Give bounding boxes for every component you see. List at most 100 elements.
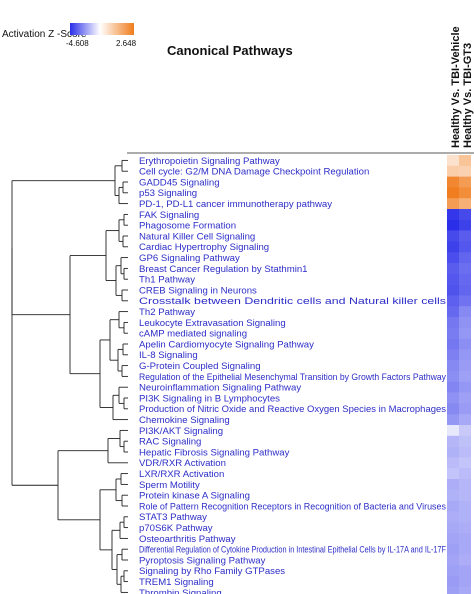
- row-label: Production of Nitric Oxide and Reactive …: [139, 404, 446, 415]
- heatmap-cell: [459, 403, 471, 415]
- heatmap-cell: [447, 403, 459, 415]
- heatmap-cell: [459, 284, 471, 296]
- heatmap-cell: [447, 252, 459, 264]
- heatmap-cell: [447, 219, 459, 231]
- row-label: GADD45 Signaling: [139, 177, 220, 188]
- heatmap-cell: [447, 187, 459, 199]
- heatmap-cell: [447, 198, 459, 210]
- heatmap-cell: [447, 295, 459, 307]
- heatmap-cell: [447, 273, 459, 285]
- heatmap-cell: [459, 414, 471, 426]
- heatmap-cell: [459, 198, 471, 210]
- heatmap-cell: [459, 263, 471, 275]
- heatmap-cell: [447, 317, 459, 329]
- heatmap-cell: [447, 565, 459, 577]
- legend-min-label: -4.608: [66, 39, 89, 48]
- heatmap-cell: [459, 392, 471, 404]
- heatmap-cell: [447, 327, 459, 339]
- row-label: p53 Signaling: [139, 188, 197, 199]
- row-label: Osteoarthritis Pathway: [139, 534, 236, 545]
- row-label: Phagosome Formation: [139, 221, 236, 232]
- row-label: Hepatic Fibrosis Signaling Pathway: [139, 447, 290, 458]
- heatmap-cell: [447, 414, 459, 426]
- legend-gradient-positive: [100, 23, 134, 35]
- heatmap-cell: [447, 230, 459, 242]
- row-label: Leukocyte Extravasation Signaling: [139, 318, 286, 329]
- heatmap-cell: [459, 533, 471, 545]
- heatmap-cell: [447, 500, 459, 512]
- heatmap-cell: [459, 479, 471, 491]
- heatmap-cell: [447, 381, 459, 393]
- row-label: p70S6K Pathway: [139, 523, 213, 534]
- legend-title: Activation Z -Score: [2, 29, 87, 40]
- column-label-tbi-gt3: Healthy Vs. TBI-GT3: [462, 43, 474, 148]
- heatmap-cell: [447, 543, 459, 555]
- heatmap-cell: [459, 381, 471, 393]
- heatmap-cell: [459, 457, 471, 469]
- row-label: LXR/RXR Activation: [139, 469, 224, 480]
- heatmap-cell: [459, 360, 471, 372]
- row-label: TREM1 Signaling: [139, 577, 214, 588]
- heatmap-cell: [459, 587, 471, 594]
- heatmap-cell: [459, 165, 471, 177]
- heatmap-cell: [459, 468, 471, 480]
- chart-title: Canonical Pathways: [167, 43, 293, 58]
- row-label: VDR/RXR Activation: [139, 458, 226, 469]
- heatmap-cell: [447, 522, 459, 534]
- heatmap-cell: [459, 327, 471, 339]
- heatmap-cell: [459, 252, 471, 264]
- heatmap-cell: [459, 500, 471, 512]
- heatmap-cell: [447, 435, 459, 447]
- row-label: Regulation of the Epithelial Mesenchymal…: [139, 372, 446, 383]
- heatmap-cell: [447, 360, 459, 372]
- heatmap-cells: [447, 155, 471, 594]
- heatmap-cell: [459, 565, 471, 577]
- heatmap-cell: [459, 187, 471, 199]
- heatmap-cell: [447, 554, 459, 566]
- row-label: Natural Killer Cell Signaling: [139, 231, 255, 242]
- heatmap-cell: [459, 338, 471, 350]
- row-label: Protein kinase A Signaling: [139, 491, 250, 502]
- heatmap-cell: [459, 425, 471, 437]
- heatmap-cell: [447, 155, 459, 167]
- heatmap-cell: [447, 306, 459, 318]
- heatmap-cell: [459, 489, 471, 501]
- heatmap-cell: [447, 489, 459, 501]
- heatmap-cell: [447, 209, 459, 221]
- heatmap-cell: [459, 273, 471, 285]
- heatmap-cell: [459, 446, 471, 458]
- row-label: Pyroptosis Signaling Pathway: [139, 555, 266, 566]
- heatmap-cell: [447, 533, 459, 545]
- heatmap-cell: [447, 263, 459, 275]
- row-label: FAK Signaling: [139, 210, 199, 221]
- legend-max-label: 2.648: [116, 39, 137, 48]
- heatmap-cell: [459, 230, 471, 242]
- heatmap-cell: [459, 317, 471, 329]
- heatmap-cell: [447, 176, 459, 188]
- heatmap-cell: [459, 371, 471, 383]
- row-dendrogram: [11, 159, 128, 593]
- row-label: Erythropoietin Signaling Pathway: [139, 156, 280, 167]
- heatmap-cell: [447, 511, 459, 523]
- row-label: Role of Pattern Recognition Receptors in…: [139, 501, 446, 512]
- heatmap-cell: [447, 576, 459, 588]
- heatmap-cell: [447, 165, 459, 177]
- heatmap-cell: [447, 241, 459, 253]
- row-label: Neuroinflammation Signaling Pathway: [139, 383, 301, 394]
- row-label: Crosstalk between Dendritic cells and Na…: [139, 296, 446, 307]
- row-label: Breast Cancer Regulation by Stathmin1: [139, 264, 308, 275]
- heatmap-cell: [447, 468, 459, 480]
- heatmap-cell: [447, 446, 459, 458]
- heatmap-cell: [447, 371, 459, 383]
- row-label: cAMP mediated signaling: [139, 329, 247, 340]
- row-label: G-Protein Coupled Signaling: [139, 361, 261, 372]
- legend-gradient-negative: [70, 23, 100, 35]
- heatmap-cell: [459, 349, 471, 361]
- heatmap-cell: [459, 543, 471, 555]
- row-label: Differential Regulation of Cytokine Prod…: [139, 545, 446, 556]
- heatmap-cell: [447, 284, 459, 296]
- heatmap-cell: [459, 435, 471, 447]
- row-label: GP6 Signaling Pathway: [139, 253, 240, 264]
- row-label: Signaling by Rho Family GTPases: [139, 566, 285, 577]
- heatmap-cell: [447, 457, 459, 469]
